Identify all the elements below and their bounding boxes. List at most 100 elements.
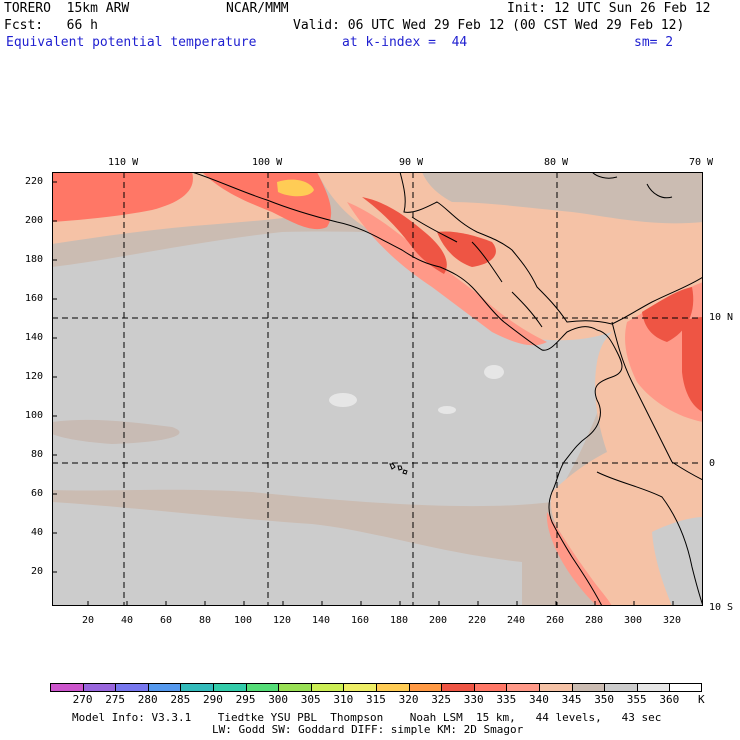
graticule: [52, 172, 703, 606]
colorbar-swatch: [408, 683, 442, 692]
galapagos-islands: [389, 463, 408, 475]
x-tick: 140: [312, 615, 331, 626]
x-tick: 280: [585, 615, 604, 626]
x-tick: 20: [82, 615, 95, 626]
model-title: TORERO 15km ARW: [4, 1, 130, 16]
lon-label-100w: 100 W: [252, 157, 283, 168]
x-tick: 160: [351, 615, 370, 626]
country-borders: [411, 216, 703, 606]
colorbar-swatch: [669, 683, 702, 692]
field-name: Equivalent potential temperature: [6, 35, 257, 50]
colorbar-label: 310: [333, 693, 354, 706]
field-region-335: [52, 172, 193, 222]
init-time: Init: 12 UTC Sun 26 Feb 12: [507, 1, 711, 16]
y-tick: 220: [25, 176, 44, 187]
colorbar-label: 295: [235, 693, 256, 706]
field-region-350: [652, 517, 703, 606]
colorbar-label: 325: [431, 693, 452, 706]
island-outline: [591, 172, 673, 199]
physics-info-line: LW: Godd SW: Goddard DIFF: simple KM: 2D…: [212, 723, 524, 736]
lon-label-110w: 110 W: [108, 157, 139, 168]
x-tick: 100: [234, 615, 253, 626]
theta-e-map: [52, 172, 703, 606]
y-tick: 20: [31, 566, 44, 577]
field-region-330: [437, 231, 496, 267]
coastlines: [191, 172, 703, 606]
colorbar-swatch: [636, 683, 670, 692]
lat-label-0: 0: [709, 458, 716, 469]
colorbar-swatch: [604, 683, 637, 692]
colorbar-label: 300: [268, 693, 289, 706]
x-tick: 120: [273, 615, 292, 626]
field-region-355: [329, 393, 357, 407]
x-tick: 60: [160, 615, 173, 626]
colorbar-unit: K: [698, 693, 705, 706]
colorbar-swatch: [50, 683, 83, 692]
colorbar-label: 305: [300, 693, 321, 706]
y-tick: 100: [25, 410, 44, 421]
y-tick: 140: [25, 332, 44, 343]
y-tick: 160: [25, 293, 44, 304]
colorbar-swatch: [245, 683, 279, 692]
lon-label-70w: 70 W: [689, 157, 714, 168]
colorbar-swatch: [115, 683, 148, 692]
field-region-355: [438, 406, 456, 414]
colorbar-swatch: [310, 683, 344, 692]
x-tick: 240: [507, 615, 526, 626]
map-frame: [52, 172, 703, 606]
colorbar-label: 335: [496, 693, 517, 706]
colorbar-label: 350: [594, 693, 615, 706]
colorbar-swatch: [376, 683, 409, 692]
colorbar-swatch: [473, 683, 507, 692]
colorbar-label: 275: [105, 693, 126, 706]
x-tick: 260: [546, 615, 565, 626]
colorbar-swatch: [213, 683, 246, 692]
field-region-320: [277, 179, 314, 197]
forecast-hour: Fcst: 66 h: [4, 18, 98, 33]
axis-ticks: [52, 181, 674, 606]
field-region-330: [682, 317, 703, 412]
colorbar-label: 360: [659, 693, 680, 706]
colorbar-label: 330: [463, 693, 484, 706]
y-tick: 180: [25, 254, 44, 265]
field-region-330: [362, 197, 447, 274]
x-tick: 320: [663, 615, 682, 626]
center-label: NCAR/MMM: [226, 1, 289, 16]
field-region-340: [546, 512, 612, 606]
x-tick: 180: [390, 615, 409, 626]
colorbar-swatch: [147, 683, 181, 692]
field-region-350: [422, 172, 703, 224]
colorbar-label: 315: [366, 693, 386, 706]
colorbar-label: 285: [170, 693, 191, 706]
colorbar-swatch: [441, 683, 474, 692]
field-region-330: [642, 287, 694, 342]
x-tick: 40: [121, 615, 134, 626]
lon-label-80w: 80 W: [544, 157, 569, 168]
level-label: at k-index = 44: [342, 35, 468, 50]
colorbar-label: 340: [529, 693, 549, 706]
y-tick: 120: [25, 371, 44, 382]
model-info-line: Model Info: V3.3.1 Tiedtke YSU PBL Thomp…: [72, 711, 662, 724]
colorbar-label: 355: [626, 693, 647, 706]
x-tick: 300: [624, 615, 643, 626]
colorbar-label: 280: [137, 693, 158, 706]
field-region-350: [52, 419, 180, 444]
lat-label-10s: 10 S: [709, 602, 734, 613]
colorbar-swatch: [571, 683, 605, 692]
x-tick: 220: [468, 615, 487, 626]
field-region-350: [52, 502, 522, 606]
x-tick: 200: [429, 615, 448, 626]
colorbar-swatch: [180, 683, 213, 692]
colorbar-swatch: [506, 683, 539, 692]
colorbar-label: 345: [561, 693, 582, 706]
colorbar-swatch: [539, 683, 572, 692]
y-tick: 200: [25, 215, 44, 226]
lat-label-10n: 10 N: [709, 312, 734, 323]
y-tick: 80: [31, 449, 44, 460]
coastline-caribbean: [399, 172, 703, 325]
colorbar-label: 290: [203, 693, 223, 706]
y-tick: 60: [31, 488, 44, 499]
coastline-pacific: [191, 172, 623, 606]
field-region-340: [347, 202, 547, 346]
colorbar-label: 320: [398, 693, 419, 706]
